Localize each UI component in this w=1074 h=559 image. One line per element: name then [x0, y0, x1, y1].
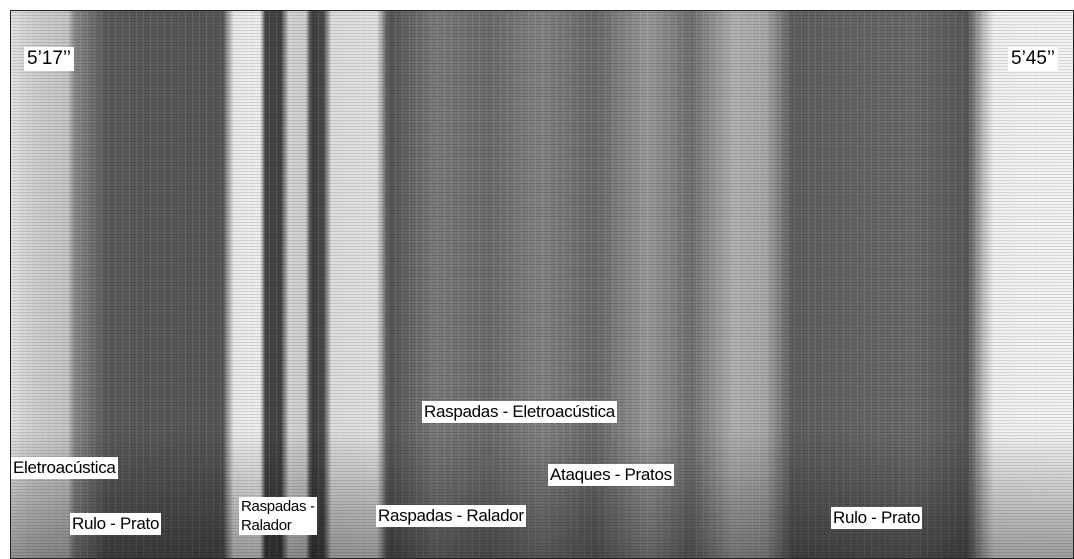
annotation: Raspadas - Ralador — [376, 505, 526, 527]
annotation: Rulo - Prato — [831, 507, 922, 529]
annotation-line: Eletroacústica — [13, 457, 116, 479]
figure: 5’17’’ 5’45’’ Eletroacústica Rulo - Prato… — [0, 0, 1074, 559]
annotation-line: Ralador — [241, 516, 315, 535]
spectrogram — [0, 0, 1074, 559]
annotation: Ataques - Pratos — [548, 464, 674, 486]
annotation-line: Rulo - Prato — [72, 513, 159, 535]
annotation-line: Raspadas - — [241, 497, 315, 516]
annotation-line: Raspadas - Ralador — [378, 505, 524, 527]
annotation: Raspadas - Eletroacústica — [422, 401, 617, 423]
annotation-line: Ataques - Pratos — [550, 464, 672, 486]
annotation: Rulo - Prato — [70, 513, 161, 535]
annotation: Raspadas -Ralador — [239, 497, 317, 535]
annotation: Eletroacústica — [11, 457, 118, 479]
annotation-line: Raspadas - Eletroacústica — [424, 401, 615, 423]
spectrogram-shade — [10, 430, 1074, 559]
annotation-line: Rulo - Prato — [833, 507, 920, 529]
start-time: 5’17’’ — [24, 47, 74, 71]
end-time: 5’45’’ — [1008, 47, 1058, 71]
